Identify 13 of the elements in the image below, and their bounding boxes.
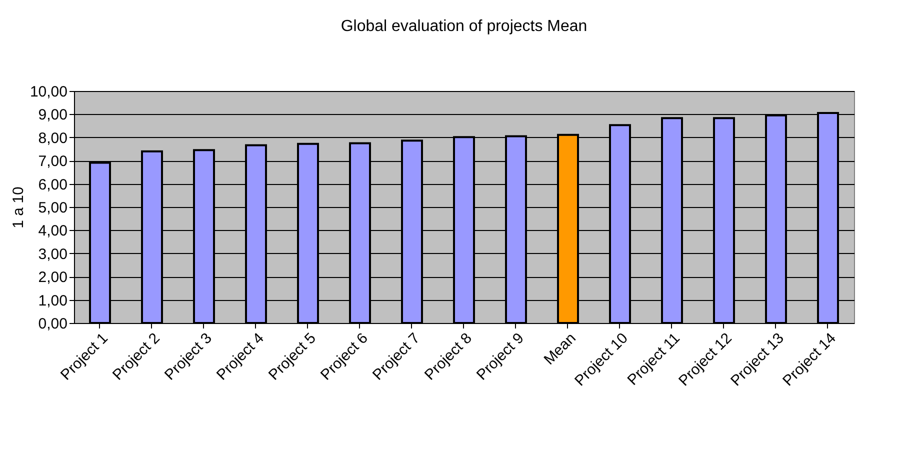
- y-tick-label: 10,00: [30, 84, 68, 100]
- chart-title: Global evaluation of projects Mean: [340, 18, 588, 35]
- y-tick-label: 7,00: [38, 153, 68, 170]
- y-tick-label: 2,00: [38, 269, 68, 286]
- y-axis-title: 1 a 10: [10, 186, 27, 228]
- y-tick-label: 9,00: [38, 106, 68, 124]
- y-tick-label: 1,00: [38, 292, 68, 310]
- y-tick-label: 3,00: [38, 246, 68, 263]
- y-tick-label: 0,00: [38, 316, 68, 332]
- y-tick-label: 6,00: [38, 176, 68, 194]
- y-tick-label: 8,00: [38, 130, 68, 147]
- y-tick-label: 5,00: [38, 200, 68, 216]
- y-tick-label: 4,00: [38, 222, 68, 240]
